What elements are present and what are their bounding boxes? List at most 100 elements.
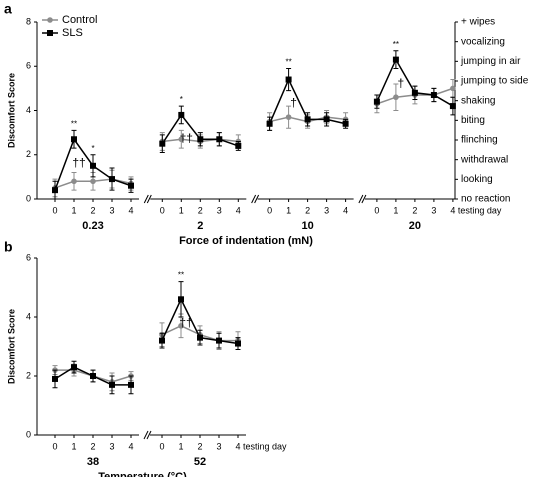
axis-break	[358, 194, 364, 204]
dagger: †	[398, 76, 405, 90]
axis-break	[254, 194, 260, 204]
x-suffix: testing day	[243, 441, 287, 451]
marker	[52, 187, 58, 194]
group-label: 20	[409, 220, 421, 232]
axis-break	[146, 194, 152, 204]
marker	[128, 182, 134, 189]
x-tick-label: 2	[305, 205, 310, 215]
significance: **	[285, 58, 291, 67]
marker	[393, 94, 399, 101]
y-tick-label: 0	[26, 429, 31, 439]
marker	[392, 56, 399, 63]
right-label: flinching	[461, 135, 498, 146]
marker	[304, 116, 311, 123]
marker	[178, 296, 184, 303]
axis-break	[143, 430, 149, 440]
significance: **	[71, 120, 77, 129]
x-axis-label: Force of indentation (mN)	[179, 235, 313, 247]
marker	[430, 92, 437, 99]
marker	[373, 98, 380, 105]
marker	[71, 364, 77, 371]
x-tick-label: 4	[235, 441, 240, 451]
significance: **	[393, 40, 399, 49]
y-tick-label: 2	[26, 149, 31, 159]
x-tick-label: 2	[90, 441, 95, 451]
x-tick-label: 3	[109, 205, 114, 215]
x-tick-label: 2	[90, 205, 95, 215]
dagger: ††	[180, 131, 193, 145]
right-label: withdrawal	[460, 154, 508, 165]
marker	[90, 373, 96, 379]
y-tick-label: 6	[26, 61, 31, 71]
y-tick-label: 8	[26, 16, 31, 26]
marker	[90, 178, 96, 185]
x-tick-label: 2	[412, 205, 417, 215]
x-tick-label: 2	[197, 441, 202, 451]
y-tick-label: 4	[26, 311, 31, 321]
group-label: 2	[197, 220, 203, 232]
marker	[159, 337, 165, 344]
marker	[285, 114, 292, 120]
legend-label: Control	[62, 14, 97, 26]
right-label: biting	[461, 115, 485, 126]
right-label: shaking	[461, 95, 495, 106]
marker	[323, 116, 330, 123]
marker	[159, 140, 166, 147]
x-tick-label: 1	[178, 441, 183, 451]
y-tick-label: 2	[26, 370, 31, 380]
legend-marker	[47, 30, 53, 36]
x-tick-label: 0	[160, 205, 165, 215]
x-axis-label: Temperature (°C)	[98, 471, 187, 477]
x-tick-label: 4	[128, 441, 133, 451]
right-label: looking	[461, 174, 493, 185]
marker	[178, 136, 185, 143]
right-label: jumping in air	[460, 56, 521, 67]
legend-marker	[47, 17, 53, 23]
marker	[197, 136, 204, 143]
marker	[216, 136, 223, 143]
marker	[450, 85, 456, 92]
marker	[235, 142, 242, 149]
marker	[52, 375, 58, 382]
axis-break	[361, 194, 367, 204]
x-tick-label: 1	[393, 205, 398, 215]
marker	[216, 337, 222, 344]
y-tick-label: 4	[26, 105, 31, 115]
axis-break	[146, 430, 152, 440]
x-tick-label: 4	[128, 205, 133, 215]
right-label: vocalizing	[461, 36, 505, 47]
marker	[109, 381, 115, 388]
group-label: 38	[87, 456, 99, 468]
axis-break	[143, 194, 149, 204]
x-tick-label: 3	[431, 205, 436, 215]
x-tick-label: 1	[71, 205, 76, 215]
x-tick-label: 1	[179, 205, 184, 215]
dagger: ††	[72, 155, 85, 169]
x-tick-label: 4	[236, 205, 241, 215]
marker	[411, 89, 418, 96]
marker	[285, 76, 292, 83]
marker	[342, 120, 349, 127]
significance: *	[180, 95, 183, 104]
group-label: 10	[301, 220, 313, 232]
panel-letter: b	[4, 239, 13, 255]
marker	[197, 334, 203, 341]
marker	[71, 136, 77, 143]
panel-letter: a	[4, 1, 12, 17]
marker	[90, 162, 96, 169]
x-tick-label: 0	[159, 441, 164, 451]
right-label: jumping to side	[460, 76, 529, 87]
x-tick-label: 3	[324, 205, 329, 215]
x-tick-label: 3	[216, 441, 221, 451]
x-tick-label: 4	[450, 205, 455, 215]
y-axis-label: Discomfort Score	[6, 73, 16, 148]
x-tick-label: 1	[71, 441, 76, 451]
right-label: + wipes	[461, 17, 495, 28]
x-tick-label: 2	[198, 205, 203, 215]
marker	[71, 178, 77, 185]
y-tick-label: 6	[26, 252, 31, 262]
significance: **	[178, 271, 184, 280]
x-tick-label: 0	[267, 205, 272, 215]
x-tick-label: 3	[109, 441, 114, 451]
marker	[449, 103, 456, 110]
